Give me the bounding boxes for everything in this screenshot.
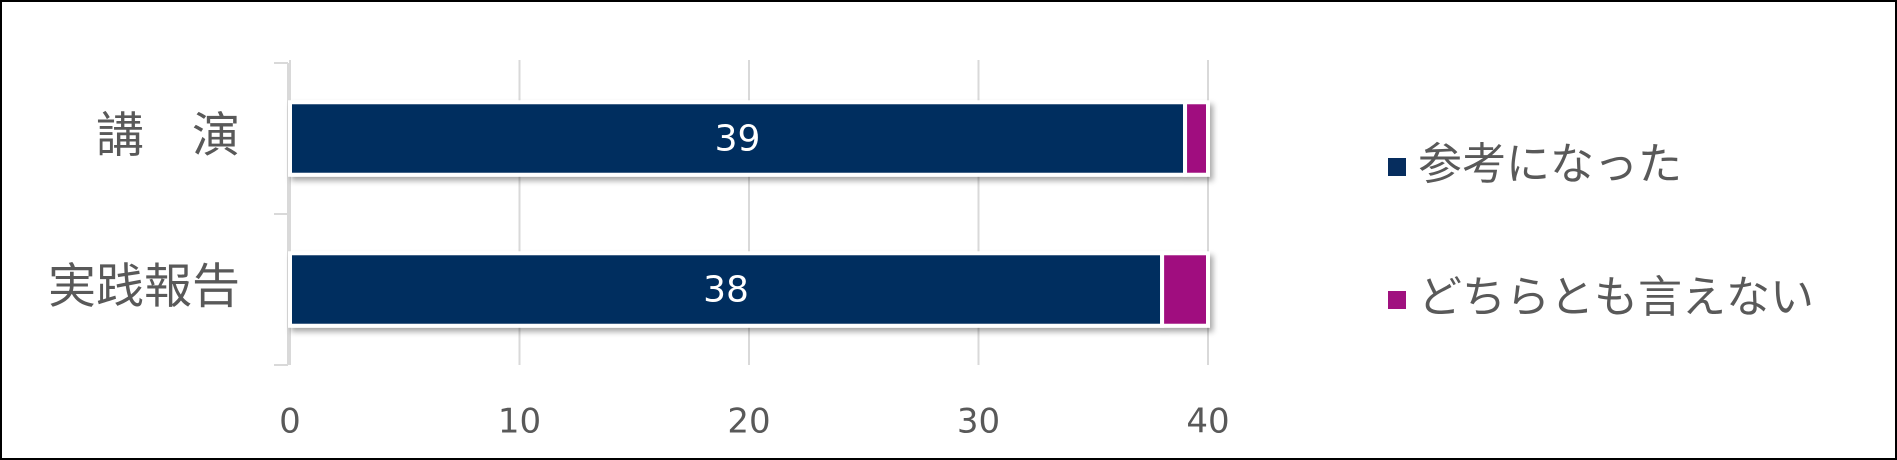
x-tick-label: 20 bbox=[727, 402, 770, 442]
bar bbox=[1183, 100, 1211, 177]
legend-label: 参考になった bbox=[1418, 139, 1682, 190]
x-tick-label: 0 bbox=[279, 402, 301, 442]
x-tick-label: 40 bbox=[1186, 402, 1229, 442]
legend-marker bbox=[1388, 291, 1406, 309]
y-tick-label: 実践報告 bbox=[48, 259, 240, 315]
legend-label: どちらとも言えない bbox=[1418, 272, 1814, 323]
bar bbox=[1160, 251, 1210, 328]
bar-group bbox=[288, 251, 1210, 328]
y-tick-label: 講 演 bbox=[96, 108, 240, 164]
legend-marker bbox=[1388, 158, 1406, 176]
bar bbox=[288, 251, 1165, 328]
x-tick-label: 10 bbox=[498, 402, 541, 442]
data-label: 39 bbox=[715, 119, 761, 160]
data-label: 38 bbox=[703, 270, 749, 311]
x-tick-label: 30 bbox=[957, 402, 1000, 442]
bar-group bbox=[288, 100, 1211, 177]
